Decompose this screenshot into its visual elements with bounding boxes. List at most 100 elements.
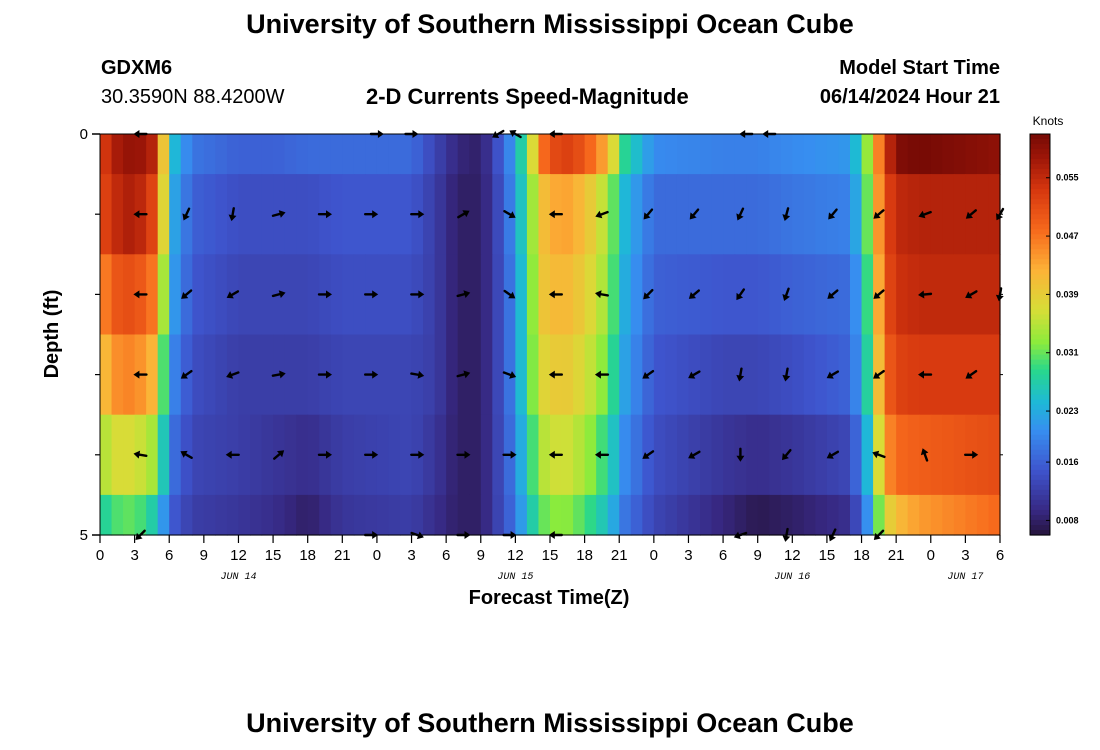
heatmap-cell — [676, 334, 690, 416]
current-vector-arrow — [595, 290, 610, 299]
current-vector-arrow — [736, 367, 745, 382]
heatmap-cell — [100, 254, 113, 336]
vector-head — [133, 210, 140, 219]
current-vector-arrow — [226, 290, 240, 299]
heatmap-cell — [838, 414, 851, 496]
heatmap-cell — [815, 334, 828, 416]
heatmap-cell — [884, 494, 897, 536]
colorbar-segment — [1030, 259, 1050, 265]
vector-head — [873, 371, 881, 379]
vector-head — [965, 291, 973, 299]
current-vector-arrow — [317, 210, 332, 219]
heatmap-cell — [769, 334, 782, 416]
heatmap-cell — [861, 254, 874, 336]
heatmap-cell — [953, 254, 966, 336]
heatmap-cell — [630, 254, 643, 336]
heatmap-cell — [365, 494, 378, 536]
heatmap-cell — [769, 254, 782, 336]
heatmap-cell — [584, 414, 597, 496]
heatmap-cell — [319, 134, 332, 175]
colorbar-segment — [1030, 524, 1050, 531]
heatmap-cell — [146, 254, 159, 336]
heatmap-cell — [538, 334, 551, 416]
currents-chart: 050 3 6 9 12 15 18 21 0 3 6 9 12 15 18 21 0 3 6 9 12 15 18 21 0 3… — [41, 114, 1079, 609]
heatmap-cell — [503, 134, 516, 175]
current-vector-arrow — [364, 450, 379, 459]
colorbar-tick-label: 0.047 — [1056, 231, 1079, 241]
heatmap-cell — [550, 134, 563, 175]
x-tick-label: 3 — [961, 547, 969, 564]
heatmap-cell — [665, 494, 678, 536]
heatmap-cell — [203, 134, 216, 175]
date-label: JUN 17 — [947, 572, 983, 583]
colorbar-segment — [1030, 439, 1050, 446]
current-vector-arrow — [688, 450, 701, 459]
station-id: GDXM6 — [101, 57, 173, 79]
heatmap-cell — [942, 414, 955, 496]
vector-head — [688, 451, 696, 459]
colorbar-segment — [1030, 189, 1050, 195]
heatmap-cell — [434, 134, 447, 175]
colorbar-segment — [1030, 249, 1050, 255]
heatmap-cell — [884, 174, 897, 255]
heatmap-cell — [376, 414, 390, 496]
heatmap-cell — [180, 134, 193, 175]
heatmap-cell — [792, 334, 805, 416]
heatmap-cell — [757, 334, 770, 416]
vector-head — [826, 371, 834, 379]
vector-head — [782, 374, 791, 382]
vector-head — [279, 370, 286, 379]
heatmap-cell — [215, 134, 228, 175]
heatmap-cell — [284, 334, 297, 416]
current-vector-arrow — [548, 290, 563, 299]
colorbar-segment — [1030, 414, 1050, 421]
heatmap-cell — [930, 174, 943, 255]
page-title: University of Southern Mississippi Ocean… — [246, 9, 854, 39]
heatmap-cell — [942, 134, 955, 175]
heatmap-cell — [861, 494, 874, 536]
heatmap-cell — [446, 414, 459, 496]
colorbar-tick-label: 0.023 — [1056, 406, 1079, 416]
vector-head — [228, 214, 237, 222]
heatmap-cell — [665, 134, 678, 175]
colorbar-segment — [1030, 384, 1050, 391]
heatmap-cell — [896, 414, 909, 496]
heatmap-cell — [273, 494, 286, 536]
heatmap-cell — [653, 414, 666, 496]
heatmap-cell — [480, 134, 493, 175]
heatmap-cell — [388, 334, 401, 416]
heatmap-cell — [942, 174, 955, 255]
heatmap-cell — [261, 254, 274, 336]
colorbar-tick-label: 0.031 — [1056, 348, 1079, 358]
heatmap-cell — [561, 134, 574, 175]
heatmap-cell — [676, 414, 690, 496]
vector-head — [225, 450, 232, 459]
station-coordinates: 30.3590N 88.4200W — [101, 86, 285, 108]
current-vector-arrow — [965, 369, 978, 379]
current-vector-arrow — [595, 210, 609, 219]
current-vector-arrow — [782, 527, 791, 542]
colorbar-segment — [1030, 469, 1050, 476]
colorbar-segment — [1030, 279, 1050, 285]
heatmap-cell — [434, 414, 447, 496]
heatmap-cell — [157, 254, 170, 336]
heatmap-cell — [584, 334, 597, 416]
heatmap-cell — [988, 494, 1001, 536]
colorbar-segment — [1030, 229, 1050, 235]
current-vector-arrow — [225, 450, 240, 459]
heatmap-cell — [434, 174, 447, 255]
current-vector-arrow — [410, 210, 425, 219]
colorbar-segment — [1030, 244, 1050, 250]
x-tick-label: 12 — [507, 547, 524, 564]
current-vector-arrow — [872, 450, 886, 459]
colorbar-segment — [1030, 289, 1050, 295]
heatmap-cell — [907, 254, 920, 336]
heatmap-cell — [123, 174, 136, 255]
colorbar-segment — [1030, 184, 1050, 190]
colorbar-segment — [1030, 204, 1050, 210]
colorbar-segment — [1030, 274, 1050, 280]
vector-head — [918, 290, 925, 299]
heatmap-cell — [111, 414, 124, 496]
current-vector-arrow — [133, 370, 148, 379]
heatmap-cell — [630, 134, 643, 175]
